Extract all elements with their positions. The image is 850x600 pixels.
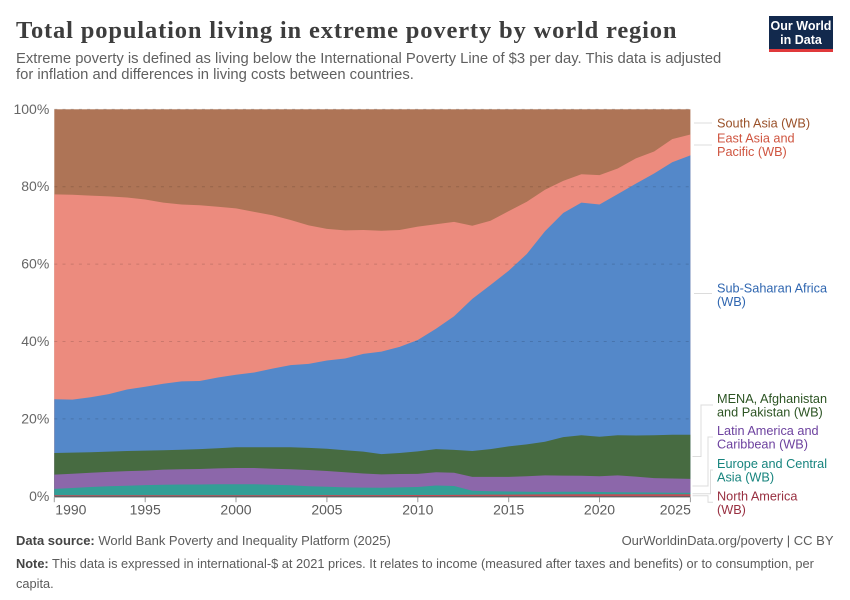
svg-text:MENA, Afghanistan: MENA, Afghanistan [717,392,827,406]
svg-text:2000: 2000 [220,502,251,518]
svg-text:North America: North America [717,489,798,503]
svg-text:(WB): (WB) [717,295,746,309]
svg-text:40%: 40% [21,333,49,349]
svg-text:Pacific (WB): Pacific (WB) [717,145,787,159]
svg-text:and Pakistan (WB): and Pakistan (WB) [717,406,823,420]
svg-text:1995: 1995 [130,502,161,518]
svg-text:0%: 0% [29,488,49,504]
svg-text:2015: 2015 [493,502,524,518]
svg-text:20%: 20% [21,410,49,426]
svg-text:100%: 100% [13,101,49,117]
svg-text:Caribbean (WB): Caribbean (WB) [717,438,808,452]
svg-text:2020: 2020 [584,502,615,518]
svg-text:2005: 2005 [311,502,342,518]
svg-text:Latin America and: Latin America and [717,424,819,438]
svg-text:(WB): (WB) [717,503,746,517]
svg-text:1990: 1990 [55,502,86,518]
svg-text:South Asia (WB): South Asia (WB) [717,117,810,131]
svg-text:Sub-Saharan Africa: Sub-Saharan Africa [717,281,828,295]
svg-text:2025: 2025 [660,502,691,518]
svg-text:2010: 2010 [402,502,433,518]
svg-text:East Asia and: East Asia and [717,131,795,145]
svg-text:Europe and Central: Europe and Central [717,457,827,471]
svg-text:80%: 80% [21,178,49,194]
svg-text:60%: 60% [21,256,49,272]
svg-text:Asia (WB): Asia (WB) [717,471,774,485]
